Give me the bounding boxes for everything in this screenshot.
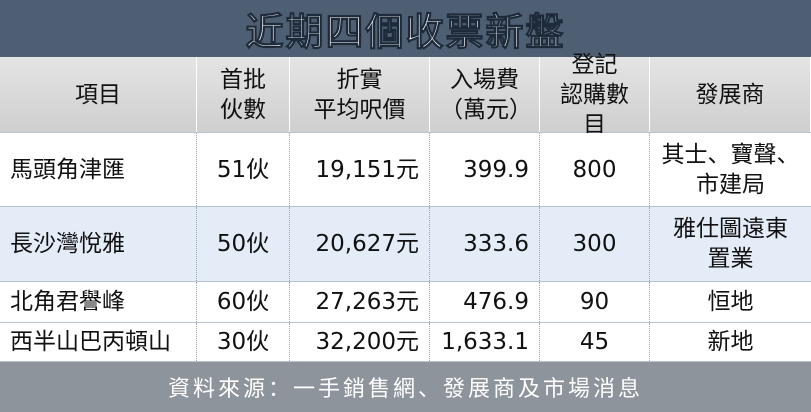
- cell-text: 其士、寶聲、: [661, 141, 800, 168]
- table-cell: 300: [540, 207, 650, 281]
- cell-text: 伙數: [220, 96, 266, 123]
- cell-text: 首批: [220, 66, 266, 93]
- cell-text: 60伙: [216, 289, 270, 315]
- table-cell: 新地: [650, 323, 811, 361]
- cell-text: 20,627元: [315, 231, 419, 257]
- cell-text: 32,200元: [315, 329, 419, 355]
- cell-text: 平均呎價: [313, 96, 406, 123]
- table-cell: 476.9: [430, 282, 540, 322]
- cell-text: 北角君譽峰: [10, 289, 125, 315]
- cell-text: 認購數目: [560, 81, 629, 138]
- table-cell: 入場費 （萬元）: [430, 57, 540, 132]
- cell-text: 新地: [707, 329, 754, 355]
- table-cell: 32,200元: [290, 323, 430, 361]
- table-cell: 登記 認購數目: [540, 52, 650, 138]
- table-cell: 北角君譽峰: [0, 282, 197, 322]
- cell-text: 長沙灣悅雅: [10, 231, 125, 257]
- header-row: 項目 首批 伙數 折實 平均呎價 入場費 （萬元） 登記 認購數目 發展商: [0, 52, 811, 138]
- table-row: 馬頭角津匯 51伙 19,151元 399.9 800 其士、寶聲、 市建局: [0, 133, 811, 207]
- cell-text: 399.9: [463, 156, 529, 183]
- cell-text: （萬元）: [440, 96, 532, 123]
- source: 資料來源：一手銷售網、發展商及市場消息: [167, 377, 643, 402]
- cell-text: 折實: [336, 66, 383, 93]
- cell-text: 333.6: [463, 231, 529, 257]
- cell-text: 發展商: [695, 81, 765, 108]
- table-cell: 20,627元: [290, 207, 430, 281]
- cell-text: 1,633.1: [441, 329, 529, 355]
- cell-text: 馬頭角津匯: [10, 156, 125, 183]
- cell-text: 雅仕圖遠東: [673, 216, 788, 242]
- table-cell: 首批 伙數: [197, 57, 290, 132]
- cell-text: 45: [579, 329, 610, 355]
- table-cell: 333.6: [430, 207, 540, 281]
- table-cell: 雅仕圖遠東 置業: [650, 207, 811, 281]
- table-cell: 51伙: [197, 133, 290, 206]
- cell-text: 30伙: [216, 329, 270, 355]
- table-row: 西半山巴丙頓山 30伙 32,200元 1,633.1 45 新地: [0, 323, 811, 362]
- cell-text: 50伙: [216, 231, 270, 257]
- title-bar: 近期四個收票新盤: [0, 0, 811, 57]
- cell-text: 入場費: [450, 66, 519, 93]
- table-cell: 長沙灣悅雅: [0, 207, 197, 281]
- cell-text: 51伙: [216, 156, 270, 183]
- table-cell: 西半山巴丙頓山: [0, 323, 197, 361]
- table-cell: 800: [540, 133, 650, 206]
- table-cell: 27,263元: [290, 282, 430, 322]
- table-cell: 45: [540, 323, 650, 361]
- cell-text: 恒地: [707, 289, 754, 315]
- table-cell: 項目: [0, 57, 197, 132]
- cell-text: 項目: [75, 81, 121, 108]
- cell-text: 27,263元: [315, 289, 419, 315]
- table-cell: 90: [540, 282, 650, 322]
- table-cell: 19,151元: [290, 133, 430, 206]
- table-cell: 發展商: [650, 57, 811, 132]
- table-cell: 折實 平均呎價: [290, 57, 430, 132]
- table-cell: 恒地: [650, 282, 811, 322]
- title: 近期四個收票新盤: [245, 10, 566, 55]
- table-row: 北角君譽峰 60伙 27,263元 476.9 90 恒地: [0, 282, 811, 323]
- table-cell: 50伙: [197, 207, 290, 281]
- cell-text: 800: [572, 156, 617, 183]
- cell-text: 300: [572, 231, 617, 257]
- table-cell: 1,633.1: [430, 323, 540, 361]
- table-cell: 60伙: [197, 282, 290, 322]
- table-row: 長沙灣悅雅 50伙 20,627元 333.6 300 雅仕圖遠東置業: [0, 207, 811, 282]
- cell-text: 市建局: [696, 171, 765, 198]
- cell-text: 置業: [707, 246, 754, 272]
- cell-text: 90: [579, 289, 610, 315]
- table-cell: 30伙: [197, 323, 290, 361]
- cell-text: 19,151元: [315, 156, 419, 183]
- cell-text: 西半山巴丙頓山: [10, 329, 171, 355]
- cell-text: 登記: [571, 51, 618, 78]
- table-cell: 其士、寶聲、 市建局: [650, 133, 811, 206]
- footer: 資料來源：一手銷售網、發展商及市場消息: [0, 362, 811, 412]
- table-cell: 399.9: [430, 133, 540, 206]
- table-cell: 馬頭角津匯: [0, 133, 197, 206]
- cell-text: 476.9: [463, 289, 529, 315]
